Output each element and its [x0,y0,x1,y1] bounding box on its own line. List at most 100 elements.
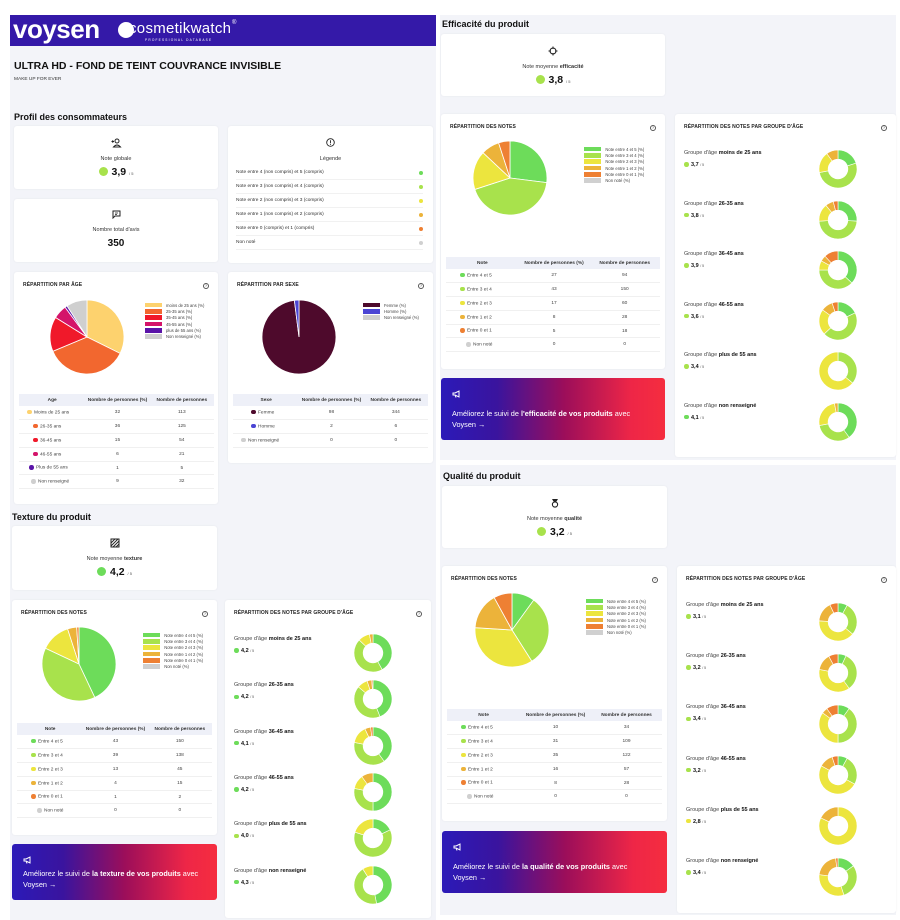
denominator: / 5 [127,571,132,576]
donut-slice-2-3[interactable] [818,402,837,426]
pie-slice-4-5[interactable] [78,626,117,699]
donut-slice-2-3[interactable] [818,874,845,897]
pie-slice-0-1[interactable] [493,592,512,631]
legend-item[interactable]: Femme (%) [363,302,419,308]
legend-item[interactable]: Note entre 1 et 2 (%) [586,617,646,623]
donut-slice-3-4[interactable] [818,423,850,441]
donut-slice-0-1[interactable] [826,704,839,717]
pie-slice-0-1[interactable] [498,140,511,179]
donut-slice-3-4[interactable] [353,788,374,812]
donut-slice-2-3[interactable] [362,865,374,877]
legend-item[interactable]: Note entre 0 et 1 (%) [586,623,646,629]
legend-item[interactable]: Note entre 3 et 4 (%) [586,604,646,610]
pie-slice-4-5[interactable] [509,140,548,184]
legend-item[interactable]: Note entre 2 et 3 (%) [584,159,644,165]
legend-item[interactable]: Note entre 4 et 5 (%) [584,146,644,152]
legend-item[interactable]: Note entre 1 et 2 (%) [143,651,203,657]
help-icon[interactable]: ? [416,611,422,617]
donut-slice-4-5[interactable] [837,149,857,167]
pie-slice-3-4[interactable] [511,599,549,662]
donut-slice-3-4[interactable] [353,829,393,858]
donut-slice-1-2[interactable] [369,633,374,644]
pie-slice-moins-25[interactable] [86,299,125,354]
donut-slice-0-1[interactable] [828,653,839,665]
qualite-upsell-banner[interactable]: Améliorez le suivi de la qualité de vos … [442,831,667,893]
legend-item[interactable]: Note entre 0 et 1 (%) [584,171,644,177]
legend-item[interactable]: Note entre 3 et 4 (%) [584,152,644,158]
pie-slice-2-3[interactable] [474,627,532,668]
donut-slice-0-1[interactable] [832,200,839,211]
donut-slice-4-5[interactable] [837,200,858,222]
legend-item[interactable]: Note entre 0 et 1 (%) [143,657,203,663]
donut-slice-0-1[interactable] [835,858,839,868]
legend-item[interactable]: Non noté (%) [143,663,203,669]
donut-slice-3-4[interactable] [818,220,858,240]
legend-item[interactable]: Homme (%) [363,308,419,314]
pie-slice-3-4[interactable] [474,177,548,216]
help-icon[interactable]: ? [881,577,887,583]
legend-item[interactable]: 25-35 ans (%) [145,308,204,314]
section-title-profil: Profil des consommateurs [14,112,128,122]
banner-link[interactable]: Voysen → [453,873,487,882]
donut-slice-1-2[interactable] [820,806,839,823]
legend-item[interactable]: Non noté (%) [586,629,646,635]
age-group-label: Groupe d'âge non renseigné [234,868,306,874]
legend-item[interactable]: 35-45 ans (%) [145,315,204,321]
donut-slice-2-3[interactable] [818,806,858,846]
legend-item[interactable]: Note entre 2 et 3 (%) [586,611,646,617]
donut-slice-3-4[interactable] [353,686,381,719]
efficacite-upsell-banner[interactable]: Améliorez le suivi de l'efficacité de vo… [441,378,665,440]
legend-item[interactable]: Note entre 3 et 4 (%) [143,638,203,644]
donut-slice-2-3[interactable] [354,819,374,836]
help-icon[interactable]: ? [881,125,887,131]
donut-slice-1-2[interactable] [834,402,839,413]
legend-item[interactable]: Non noté (%) [584,177,644,183]
donut-slice-3-4[interactable] [818,269,853,290]
donut-slice-3-4[interactable] [818,163,858,189]
legend-item[interactable]: 45-55 ans (%) [145,321,204,327]
legend-item[interactable]: moins de 25 ans (%) [145,302,204,308]
banner-link[interactable]: Voysen → [452,420,486,429]
pie-slice-26-35[interactable] [52,336,121,375]
donut-slice-0-1[interactable] [831,301,839,312]
pie-slice-homme[interactable] [293,299,300,338]
help-icon[interactable]: ? [652,577,658,583]
donut-slice-3-4[interactable] [837,351,858,384]
donut-slice-1-2[interactable] [361,772,374,785]
age-group-item: Groupe d'âge 26-35 ans 3,8 / 5 [675,193,896,244]
texture-upsell-banner[interactable]: Améliorez le suivi de la texture de vos … [12,844,217,900]
help-icon[interactable]: ? [418,283,424,289]
donut-slice-0-1[interactable] [370,726,374,737]
donut-slice-3-4[interactable] [842,758,858,785]
legend-item[interactable]: Non renseigné (%) [363,315,419,321]
donut-slice-0-1[interactable] [829,602,839,614]
table-cell-count: 2 [147,790,212,805]
donut-slice-0-1[interactable] [831,755,839,767]
donut-slice-4-5[interactable] [837,250,858,284]
donut-slice-4-5[interactable] [372,865,393,904]
donut-slice-3-4[interactable] [840,865,858,896]
help-icon[interactable]: ? [203,283,209,289]
legend-item[interactable]: Note entre 4 et 5 (%) [586,598,646,604]
legend-item[interactable]: plus de 55 ans (%) [145,327,204,333]
legend-item[interactable]: Note entre 2 et 3 (%) [143,645,203,651]
donut-slice-3-4[interactable] [353,639,383,673]
pie-slice-0-1[interactable] [75,626,80,665]
legend-item[interactable]: Note entre 4 et 5 (%) [143,632,203,638]
donut-slice-1-2[interactable] [826,149,839,162]
denominator: / 5 [250,880,255,885]
age-group-score-value: 3,7 [691,162,699,168]
pie-slice-non-renseigne[interactable] [66,299,88,339]
help-icon[interactable]: ? [650,125,656,131]
donut-slice-0-1[interactable] [371,680,374,690]
legend-item[interactable]: Non renseigné (%) [145,333,204,339]
donut-slice-0-1[interactable] [824,250,839,264]
donut-slice-2-3[interactable] [818,351,854,391]
donut-slice-1-2[interactable] [818,858,838,877]
legend-item[interactable]: Note entre 1 et 2 (%) [584,165,644,171]
pie-slice-3-4[interactable] [41,647,95,702]
donut-slice-2-3[interactable] [818,765,856,795]
help-icon[interactable]: ? [202,611,208,617]
banner-link[interactable]: Voysen → [23,880,57,889]
donut-slice-4-5[interactable] [372,772,393,812]
